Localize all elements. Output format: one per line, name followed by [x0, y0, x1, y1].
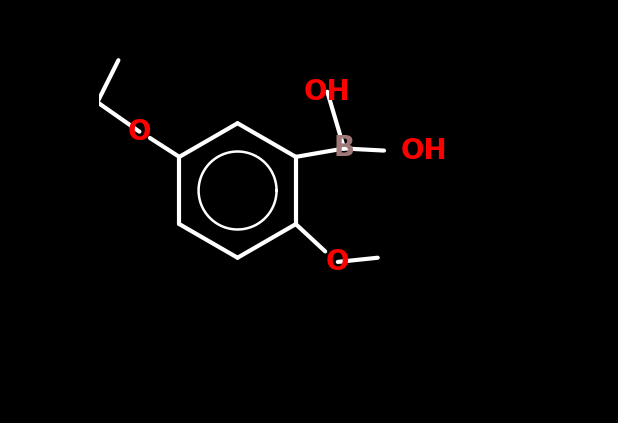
Text: O: O	[326, 248, 350, 276]
Text: O: O	[128, 118, 151, 146]
Text: B: B	[334, 135, 355, 162]
Text: OH: OH	[401, 137, 447, 165]
Text: OH: OH	[304, 78, 350, 106]
